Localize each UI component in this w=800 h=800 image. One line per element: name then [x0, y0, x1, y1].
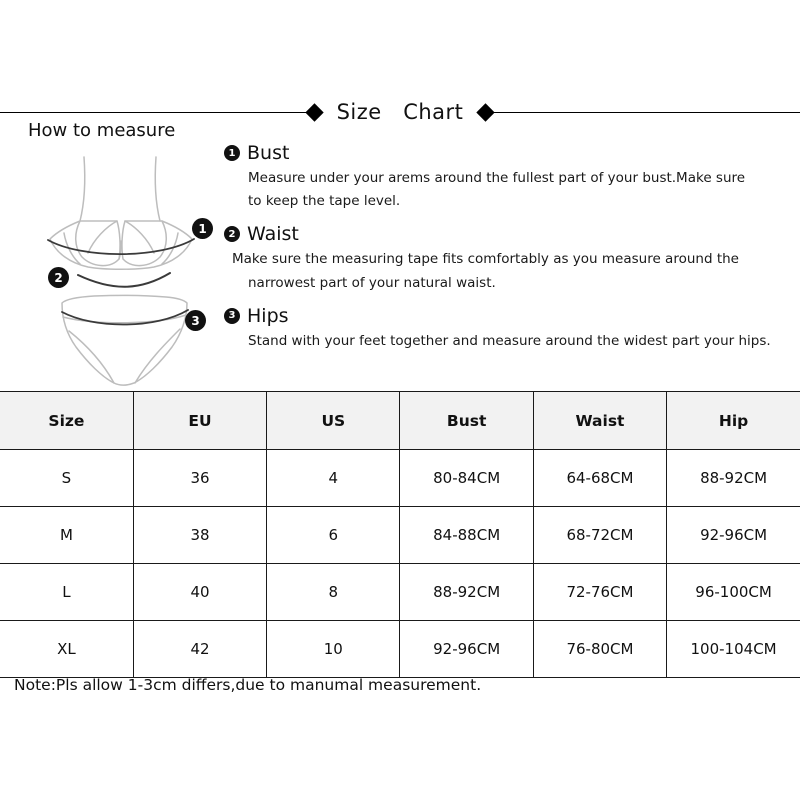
instruction-waist: 2 Waist Make sure the measuring tape fit…: [224, 223, 788, 294]
instruction-bust-line2: to keep the tape level.: [248, 193, 401, 210]
cell-eu: 42: [133, 620, 268, 678]
hip-measure-line-icon: [61, 309, 189, 326]
column-header-bust: Bust: [399, 391, 534, 450]
table-row: L 40 8 88-92CM 72-76CM 96-100CM: [0, 563, 800, 621]
size-chart-table-head: Size EU US Bust Waist Hip: [0, 391, 800, 450]
instruction-waist-line1: Make sure the measuring tape fits comfor…: [232, 251, 739, 268]
diamond-marker-right-icon: [476, 102, 496, 122]
instruction-hips-line1: Stand with your feet together and measur…: [248, 332, 771, 349]
title-rule-right: [494, 111, 800, 113]
instruction-marker-3: 3: [224, 307, 240, 324]
instruction-bust-line1: Measure under your arems around the full…: [248, 170, 746, 186]
cell-size: S: [0, 449, 134, 507]
table-header-row: Size EU US Bust Waist Hip: [0, 391, 800, 450]
cell-eu: 36: [133, 449, 268, 507]
cell-us: 6: [266, 506, 401, 564]
instruction-bust-title: Bust: [247, 142, 290, 164]
cell-us: 8: [266, 563, 401, 621]
cell-size: L: [0, 563, 134, 621]
instruction-marker-2: 2: [224, 226, 240, 243]
instruction-bust-header: 1 Bust: [224, 142, 788, 164]
title-rule-left: [0, 111, 306, 113]
diamond-marker-left-icon: [304, 102, 324, 122]
instruction-waist-body: Make sure the measuring tape fits comfor…: [224, 248, 788, 294]
cell-hip: 96-100CM: [666, 563, 800, 621]
instruction-waist-header: 2 Waist: [224, 223, 788, 245]
diagram-marker-1: 1: [192, 218, 213, 239]
size-chart-table: Size EU US Bust Waist Hip S 36 4 80-84CM…: [0, 391, 800, 678]
cell-us: 10: [266, 620, 401, 678]
measurement-diagram: 1 2 3: [22, 147, 222, 387]
diagram-marker-3: 3: [185, 310, 206, 331]
column-header-us: US: [266, 391, 401, 450]
cell-hip: 88-92CM: [666, 449, 800, 507]
instruction-hips: 3 Hips Stand with your feet together and…: [224, 305, 788, 353]
cell-size: M: [0, 506, 134, 564]
column-header-waist: Waist: [533, 391, 668, 450]
table-row: M 38 6 84-88CM 68-72CM 92-96CM: [0, 506, 800, 564]
instruction-waist-title: Waist: [247, 223, 299, 246]
cell-hip: 100-104CM: [666, 620, 800, 678]
bust-measure-line-icon: [47, 238, 195, 255]
instruction-marker-1: 1: [224, 145, 240, 161]
column-header-hip: Hip: [666, 391, 800, 450]
diagram-marker-2: 2: [48, 267, 69, 288]
table-row: XL 42 10 92-96CM 76-80CM 100-104CM: [0, 620, 800, 678]
measurement-instructions: 1 Bust Measure under your arems around t…: [224, 142, 788, 363]
cell-waist: 68-72CM: [533, 506, 668, 564]
cell-eu: 38: [133, 506, 268, 564]
lingerie-illustration-icon: [47, 156, 195, 386]
cell-size: XL: [0, 620, 134, 678]
measurement-note: Note:Pls allow 1-3cm differs,due to manu…: [14, 676, 482, 694]
size-chart-title-bar: Size Chart: [0, 97, 800, 127]
page-title: Size Chart: [336, 100, 464, 124]
cell-bust: 84-88CM: [399, 506, 534, 564]
instruction-hips-body: Stand with your feet together and measur…: [224, 330, 788, 353]
cell-hip: 92-96CM: [666, 506, 800, 564]
how-to-measure-heading: How to measure: [28, 120, 176, 141]
how-to-measure-panel: How to measure: [22, 120, 222, 387]
waist-measure-line-icon: [77, 272, 171, 288]
cell-eu: 40: [133, 563, 268, 621]
cell-waist: 72-76CM: [533, 563, 668, 621]
instruction-waist-line2: narrowest part of your natural waist.: [248, 274, 496, 291]
column-header-size: Size: [0, 391, 134, 450]
instruction-bust: 1 Bust Measure under your arems around t…: [224, 142, 788, 213]
cell-bust: 80-84CM: [399, 449, 534, 507]
cell-us: 4: [266, 449, 401, 507]
cell-waist: 64-68CM: [533, 449, 668, 507]
cell-bust: 88-92CM: [399, 563, 534, 621]
instruction-hips-header: 3 Hips: [224, 305, 788, 327]
cell-bust: 92-96CM: [399, 620, 534, 678]
size-chart-table-body: S 36 4 80-84CM 64-68CM 88-92CM M 38 6 84…: [0, 449, 800, 678]
column-header-eu: EU: [133, 391, 268, 450]
instruction-hips-title: Hips: [247, 304, 289, 327]
cell-waist: 76-80CM: [533, 620, 668, 678]
instruction-bust-body: Measure under your arems around the full…: [224, 167, 788, 213]
table-row: S 36 4 80-84CM 64-68CM 88-92CM: [0, 449, 800, 507]
